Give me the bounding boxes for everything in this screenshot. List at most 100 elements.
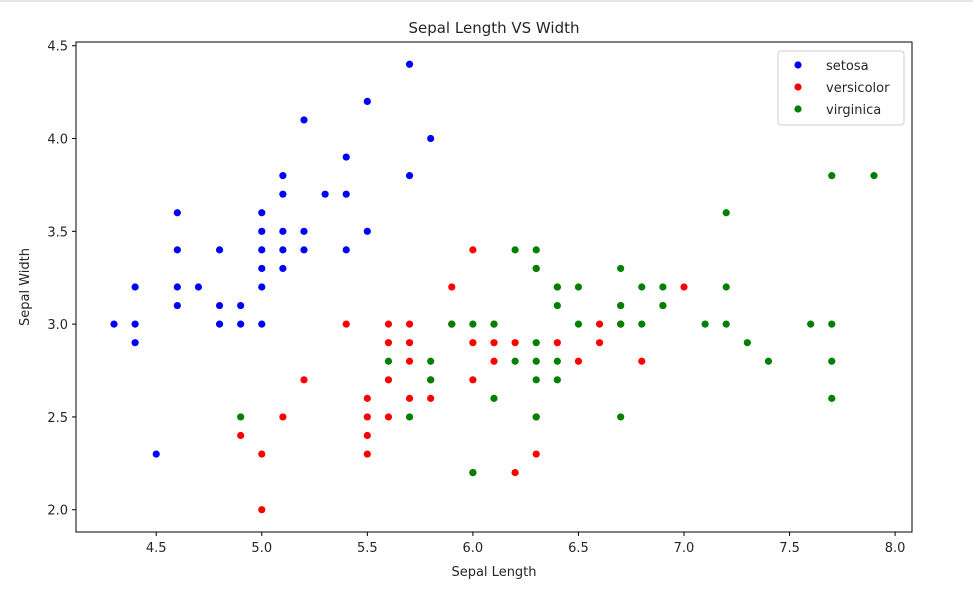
data-point-setosa [363,227,371,235]
series-setosa [110,60,435,458]
series-versicolor [237,246,688,514]
data-point-versicolor [532,450,540,458]
data-point-virginica [638,320,646,328]
x-tick-label: 5.5 [357,541,378,556]
data-point-setosa [427,134,435,143]
data-point-virginica [764,357,773,365]
data-point-setosa [258,264,266,273]
data-point-versicolor [511,339,519,347]
data-point-virginica [511,246,519,254]
legend-marker-versicolor [794,83,802,91]
data-point-virginica [617,301,625,310]
data-point-virginica [427,357,435,365]
data-point-versicolor [384,320,393,328]
data-point-versicolor [258,506,266,514]
data-point-versicolor [300,376,308,384]
data-point-versicolor [384,413,393,421]
data-point-versicolor [427,394,435,402]
data-point-virginica [659,283,667,291]
data-point-virginica [638,283,646,291]
x-tick-label: 5.0 [251,541,272,556]
data-point-setosa [258,283,266,291]
y-tick-label: 4.5 [47,40,68,55]
data-point-setosa [258,246,266,254]
y-tick-label: 2.0 [47,504,68,519]
data-point-virginica [427,376,435,384]
data-point-virginica [532,339,540,347]
data-point-virginica [490,394,498,402]
series-virginica [237,172,878,477]
data-point-versicolor [279,413,287,421]
data-point-versicolor [595,320,604,328]
data-point-setosa [152,450,160,458]
data-point-versicolor [363,431,371,440]
data-point-setosa [173,301,181,310]
data-point-setosa [131,283,139,291]
data-point-setosa [173,246,181,254]
data-point-versicolor [680,283,688,291]
y-tick-label: 3.0 [47,318,68,333]
legend-marker-setosa [794,61,802,69]
x-tick-label: 4.5 [146,541,167,556]
x-tick-label: 7.0 [674,541,695,556]
data-point-versicolor [405,320,414,328]
data-point-virginica [659,301,667,310]
x-tick-label: 6.0 [463,541,484,556]
data-point-setosa [279,190,287,198]
data-point-versicolor [237,431,245,440]
data-point-setosa [342,246,350,254]
data-point-setosa [173,209,181,217]
data-point-virginica [237,413,245,421]
x-tick-label: 8.0 [885,541,906,556]
data-point-virginica [448,320,456,328]
data-point-setosa [405,60,414,68]
data-point-virginica [722,209,730,217]
data-point-virginica [828,172,836,180]
data-point-versicolor [469,339,477,347]
data-point-versicolor [490,339,498,347]
data-point-virginica [828,357,836,365]
y-tick-label: 3.5 [47,225,68,240]
data-point-setosa [300,116,308,124]
data-point-virginica [384,357,393,365]
data-point-versicolor [405,339,414,347]
data-point-versicolor [384,339,393,347]
data-point-virginica [553,357,561,365]
data-point-setosa [258,320,266,328]
data-point-virginica [532,246,540,254]
data-point-versicolor [469,376,477,384]
data-point-versicolor [342,320,350,328]
data-point-setosa [237,320,245,328]
data-point-virginica [553,283,561,291]
data-point-versicolor [405,394,414,402]
top-divider [0,0,973,2]
data-point-virginica [807,320,815,328]
data-point-virginica [828,394,836,402]
data-point-versicolor [574,357,583,365]
data-point-setosa [279,264,287,273]
data-point-virginica [469,320,477,328]
legend-box [777,50,905,126]
data-point-setosa [300,227,308,235]
data-point-virginica [722,320,730,328]
data-point-setosa [110,320,118,328]
data-point-versicolor [363,394,371,402]
data-point-versicolor [638,357,646,365]
chart-title: Sepal Length VS Width [408,19,579,37]
data-point-virginica [743,339,751,347]
data-point-setosa [215,320,224,328]
data-point-versicolor [448,283,456,291]
data-point-setosa [215,301,224,310]
data-point-versicolor [405,357,414,365]
data-point-versicolor [595,339,604,347]
y-axis-label: Sepal Width [18,248,33,326]
legend-label-setosa: setosa [826,59,869,74]
data-point-virginica [701,320,709,328]
legend-label-virginica: virginica [826,103,881,118]
data-point-virginica [532,357,540,365]
data-point-virginica [532,413,540,421]
data-point-virginica [405,413,414,421]
data-point-versicolor [490,357,498,365]
data-point-setosa [173,283,181,291]
